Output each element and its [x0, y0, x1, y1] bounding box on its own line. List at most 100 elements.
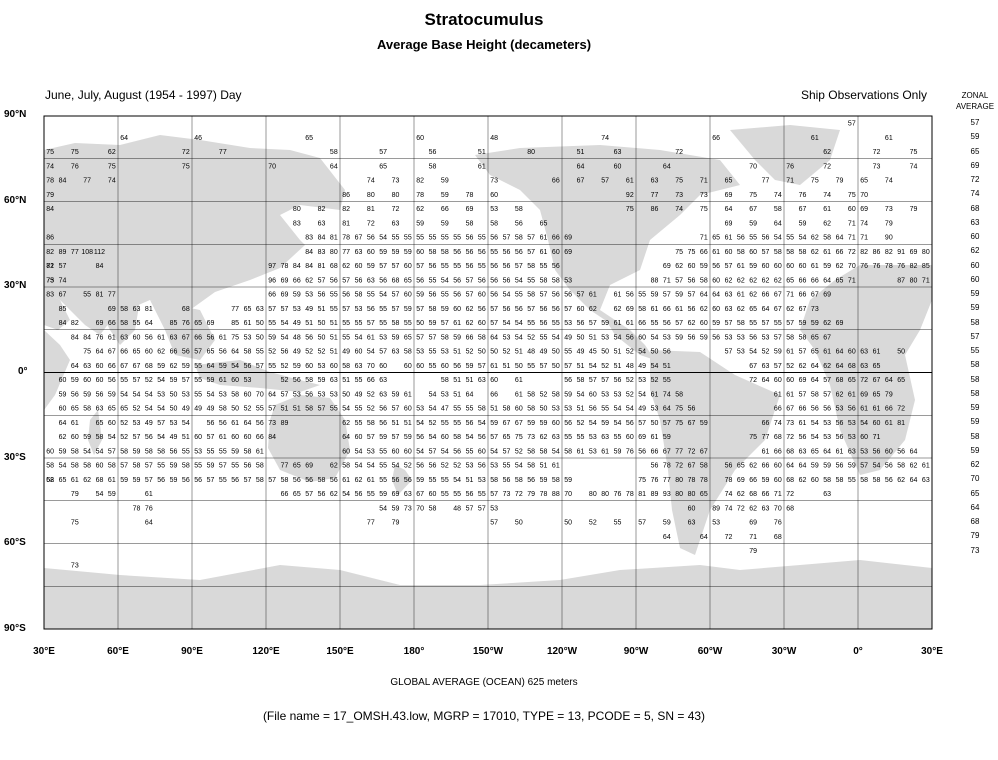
grid-value: 54	[429, 434, 437, 441]
grid-value: 58	[786, 334, 794, 341]
grid-value: 57	[392, 292, 400, 299]
grid-value: 60	[786, 377, 794, 384]
zonal-average-value: 59	[970, 445, 980, 455]
grid-value: 57	[466, 292, 474, 299]
grid-value: 57	[416, 263, 424, 270]
grid-value: 74	[367, 178, 375, 185]
grid-value: 59	[133, 448, 141, 455]
grid-value: 56	[231, 477, 239, 484]
grid-value: 81	[145, 306, 153, 313]
grid-value: 59	[466, 363, 474, 370]
grid-value: 61	[145, 491, 153, 498]
grid-value: 58	[515, 477, 523, 484]
grid-value: 62	[897, 477, 905, 484]
grid-value: 65	[293, 491, 301, 498]
grid-value: 55	[749, 320, 757, 327]
grid-value: 72	[873, 149, 881, 156]
grid-value: 72	[897, 406, 905, 413]
grid-value: 58	[786, 249, 794, 256]
grid-value: 60	[638, 334, 646, 341]
grid-value: 54	[367, 463, 375, 470]
grid-value: 62	[416, 206, 424, 213]
grid-value: 55	[342, 320, 350, 327]
grid-value: 55	[453, 491, 461, 498]
grid-value: 83	[293, 220, 301, 227]
grid-value: 59	[774, 349, 782, 356]
grid-value: 57	[725, 320, 733, 327]
grid-value: 52	[268, 349, 276, 356]
grid-value: 59	[811, 320, 819, 327]
grid-value: 55	[157, 463, 165, 470]
grid-value: 58	[145, 448, 153, 455]
grid-value: 67	[774, 306, 782, 313]
grid-value: 60	[71, 434, 79, 441]
grid-value: 60	[774, 463, 782, 470]
grid-value: 60	[626, 434, 634, 441]
grid-value: 74	[774, 192, 782, 199]
grid-value: 87	[897, 277, 905, 284]
grid-value: 58	[515, 235, 523, 242]
grid-value: 56	[836, 463, 844, 470]
grid-value: 89	[651, 491, 659, 498]
grid-value: 51	[490, 406, 498, 413]
grid-value: 58	[638, 306, 646, 313]
grid-value: 59	[157, 363, 165, 370]
grid-value: 64	[836, 363, 844, 370]
grid-value: 66	[108, 363, 116, 370]
grid-value: 57	[762, 320, 770, 327]
grid-value: 55	[786, 235, 794, 242]
grid-value: 65	[293, 463, 301, 470]
grid-value: 62	[836, 263, 844, 270]
grid-value: 75	[46, 277, 54, 284]
grid-value: 75	[700, 206, 708, 213]
grid-value: 74	[725, 505, 733, 512]
grid-value: 75	[182, 163, 190, 170]
grid-value: 71	[848, 220, 856, 227]
grid-value: 74	[885, 178, 893, 185]
grid-value: 62	[675, 263, 683, 270]
grid-value: 50	[515, 363, 523, 370]
grid-value: 71	[848, 235, 856, 242]
grid-value: 59	[231, 448, 239, 455]
grid-value: 68	[786, 477, 794, 484]
grid-value: 60	[355, 263, 363, 270]
zonal-average-value: 58	[970, 388, 980, 398]
grid-value: 54	[231, 363, 239, 370]
grid-value: 60	[441, 363, 449, 370]
grid-value: 74	[59, 277, 67, 284]
grid-value: 58	[540, 448, 548, 455]
grid-value: 82	[860, 249, 868, 256]
grid-value: 66	[108, 320, 116, 327]
grid-value: 57	[823, 391, 831, 398]
grid-value: 65	[404, 277, 412, 284]
grid-value: 56	[688, 277, 696, 284]
grid-value: 58	[466, 220, 474, 227]
grid-value: 73	[490, 178, 498, 185]
grid-value: 61	[490, 363, 498, 370]
grid-value: 59	[404, 434, 412, 441]
grid-value: 71	[873, 434, 881, 441]
land-new-zealand	[392, 465, 412, 495]
grid-value: 59	[293, 292, 301, 299]
grid-value: 57	[392, 434, 400, 441]
grid-value: 61	[219, 377, 227, 384]
grid-value: 75	[108, 163, 116, 170]
grid-value: 59	[527, 420, 535, 427]
grid-value: 64	[786, 463, 794, 470]
grid-value: 63	[848, 448, 856, 455]
grid-value: 63	[725, 306, 733, 313]
grid-value: 54	[515, 463, 523, 470]
grid-value: 67	[182, 334, 190, 341]
grid-value: 55	[749, 235, 757, 242]
grid-value: 62	[688, 320, 696, 327]
grid-value: 55	[441, 263, 449, 270]
grid-value: 64	[700, 292, 708, 299]
grid-value: 59	[404, 249, 412, 256]
grid-value: 53	[293, 391, 301, 398]
grid-value: 54	[651, 334, 659, 341]
grid-value: 60	[515, 406, 523, 413]
grid-value: 59	[663, 434, 671, 441]
grid-value: 60	[244, 434, 252, 441]
grid-value: 54	[355, 448, 363, 455]
